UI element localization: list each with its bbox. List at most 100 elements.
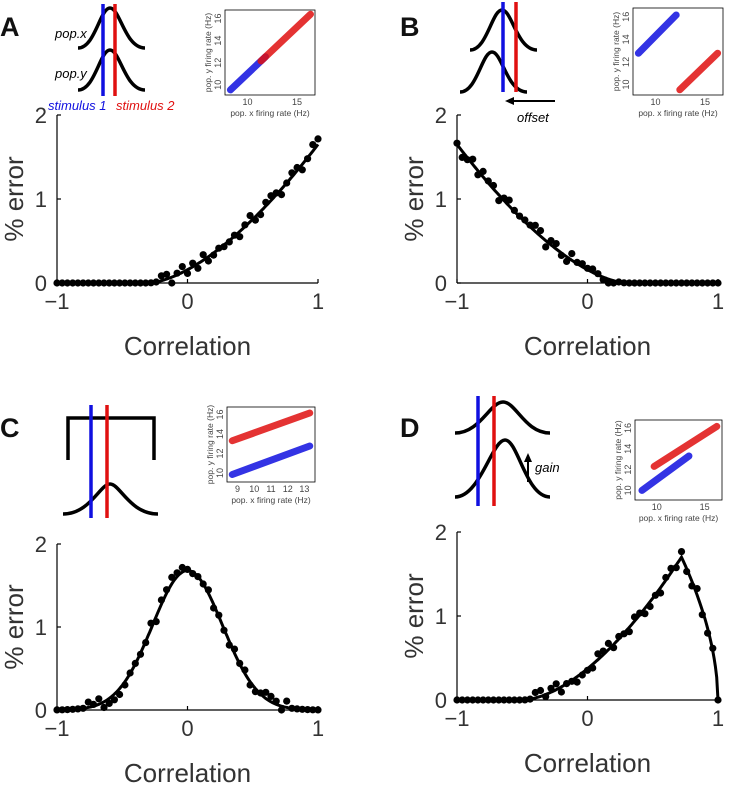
inset-x-label: pop. x firing rate (Hz) xyxy=(230,108,310,118)
data-point xyxy=(510,206,518,214)
inset-y-tick-label: 12 xyxy=(621,57,631,67)
data-point xyxy=(469,155,477,163)
inset-y-label: pop. y firing rate (Hz) xyxy=(611,12,621,92)
inset-x-tick-label: 13 xyxy=(299,484,309,494)
data-point xyxy=(688,279,696,287)
data-point xyxy=(220,243,228,251)
fit-curve xyxy=(457,554,720,702)
data-point xyxy=(500,696,508,704)
stimulus1-label: stimulus 1 xyxy=(48,98,107,113)
data-point xyxy=(646,602,654,611)
data-point xyxy=(74,279,82,287)
data-point xyxy=(173,569,181,577)
data-point xyxy=(163,270,171,278)
data-point xyxy=(53,279,61,287)
inset-y-tick-label: 16 xyxy=(213,13,223,23)
x-tick-label: −1 xyxy=(444,289,469,314)
data-point xyxy=(204,586,212,594)
inset-y-label: pop. y firing rate (Hz) xyxy=(613,420,623,500)
data-point xyxy=(288,169,296,177)
data-point xyxy=(251,216,259,224)
inset-x-tick-label: 15 xyxy=(700,97,710,107)
data-point xyxy=(505,196,513,204)
data-point xyxy=(521,216,529,224)
inset-y-tick-label: 10 xyxy=(215,468,225,478)
data-point xyxy=(589,664,597,672)
data-point xyxy=(589,265,597,273)
data-point xyxy=(578,260,586,268)
data-point xyxy=(53,706,61,714)
data-point xyxy=(277,706,286,714)
data-point xyxy=(484,696,492,704)
y-tick-label: 2 xyxy=(435,103,447,128)
data-point xyxy=(709,644,717,652)
inset-x-tick-label: 12 xyxy=(283,484,293,494)
x-tick-label: 1 xyxy=(312,289,324,314)
data-point xyxy=(210,604,218,612)
inset-y-tick-label: 12 xyxy=(623,465,633,475)
inset-y-tick-label: 10 xyxy=(213,80,223,90)
y-tick-label: 2 xyxy=(435,520,447,545)
x-tick-label: 1 xyxy=(312,716,324,741)
data-point xyxy=(283,697,291,705)
data-point xyxy=(563,257,571,265)
inset-b: 10 15 10 12 14 16 pop. x firing rate (Hz) pop. … xyxy=(611,7,724,118)
bell-tuning-curve xyxy=(62,482,159,516)
data-point xyxy=(262,688,270,696)
x-tick-label: 1 xyxy=(712,289,724,314)
data-point xyxy=(126,669,134,677)
data-point xyxy=(241,666,249,674)
data-point xyxy=(69,279,77,287)
data-point xyxy=(620,279,628,287)
cartoon-a: pop.x pop.y stimulus 1 stimulus 2 xyxy=(48,4,175,113)
x-tick-label: −1 xyxy=(444,706,469,731)
data-point xyxy=(672,564,680,572)
data-point xyxy=(641,610,649,618)
data-point xyxy=(241,221,249,229)
data-point xyxy=(599,647,607,655)
data-point xyxy=(510,696,518,704)
inset-y-tick-label: 14 xyxy=(213,36,223,46)
data-point xyxy=(458,696,466,704)
data-point xyxy=(698,611,706,619)
inset-x-label: pop. x firing rate (Hz) xyxy=(639,513,719,523)
data-point xyxy=(298,705,306,713)
inset-y-label: pop. y firing rate (Hz) xyxy=(205,405,215,485)
data-point xyxy=(178,263,186,271)
inset-y-tick-label: 10 xyxy=(623,485,633,495)
inset-cluster-stimulus1 xyxy=(638,452,693,494)
data-point xyxy=(136,279,145,287)
offset-arrow-head xyxy=(505,97,514,105)
panel-label-a: A xyxy=(0,12,20,42)
data-point xyxy=(594,650,602,658)
data-point xyxy=(704,279,712,287)
panel-label-c: C xyxy=(0,413,20,443)
data-point xyxy=(552,240,560,248)
data-point xyxy=(641,279,649,287)
data-point xyxy=(610,644,618,652)
y-axis-label: % error xyxy=(0,156,29,242)
data-point xyxy=(469,696,477,704)
data-point xyxy=(662,573,670,582)
data-point xyxy=(542,243,550,251)
data-point xyxy=(236,233,244,241)
inset-y-tick-label: 14 xyxy=(215,429,225,439)
data-point xyxy=(526,695,534,703)
data-point xyxy=(157,596,165,604)
data-point xyxy=(693,279,701,287)
inset-y-tick-label: 16 xyxy=(621,12,631,22)
x-tick-label: 0 xyxy=(581,289,593,314)
data-point xyxy=(536,686,545,695)
fit-curve xyxy=(56,569,319,712)
data-point xyxy=(74,705,82,713)
panel-a: A pop.x pop.y stimulus 1 stimulus 2 xyxy=(0,4,175,113)
cartoon-c xyxy=(62,405,159,518)
flat-tuning-curve xyxy=(66,416,156,460)
y-tick-label: 2 xyxy=(35,103,47,128)
data-point xyxy=(215,611,223,619)
panel-label-d: D xyxy=(400,413,420,443)
data-point xyxy=(704,629,712,637)
data-point xyxy=(225,641,233,649)
y-tick-label: 1 xyxy=(435,187,447,212)
tuning-curve-x xyxy=(454,400,551,435)
